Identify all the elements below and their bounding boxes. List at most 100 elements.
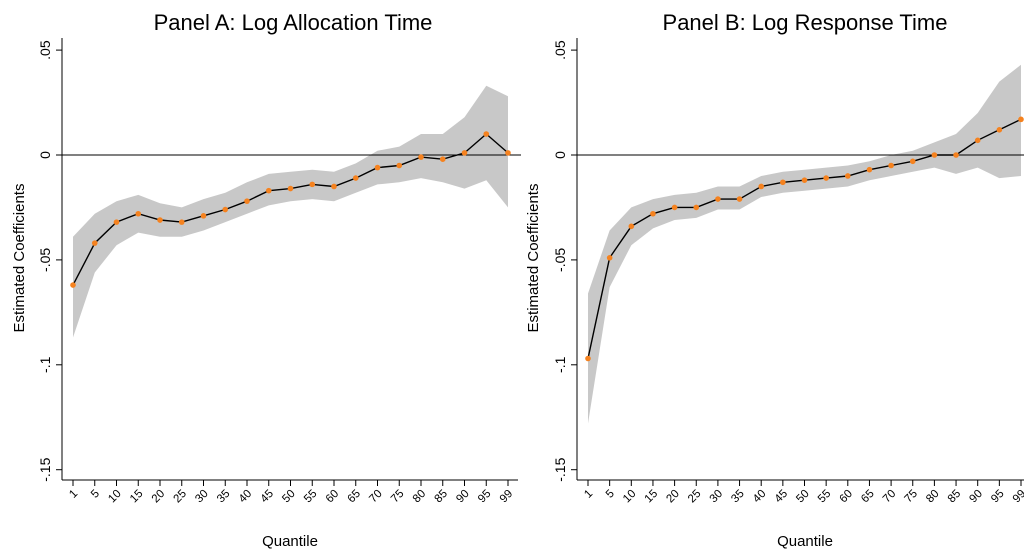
coefficient-point bbox=[505, 150, 511, 156]
coefficient-point bbox=[780, 179, 786, 186]
x-tick-label: 85 bbox=[946, 488, 964, 506]
x-tick-label: 15 bbox=[643, 488, 661, 506]
coefficient-point bbox=[222, 206, 229, 213]
coefficient-point bbox=[650, 210, 656, 217]
x-tick-label: 40 bbox=[751, 488, 769, 506]
x-tick-label: 35 bbox=[729, 488, 747, 506]
x-tick-label: 5 bbox=[604, 488, 617, 501]
y-tick-label: -.05 bbox=[552, 248, 568, 272]
coefficient-point bbox=[974, 137, 981, 144]
coefficient-point bbox=[135, 210, 142, 217]
coefficient-point bbox=[845, 173, 851, 179]
coefficient-point bbox=[418, 154, 424, 160]
coefficient-point bbox=[888, 162, 894, 169]
confidence-band bbox=[588, 64, 1021, 424]
x-tick-label: 20 bbox=[150, 488, 168, 506]
x-tick-label: 50 bbox=[280, 488, 298, 506]
x-tick-label: 5 bbox=[89, 488, 102, 501]
coefficient-point bbox=[953, 152, 959, 158]
coefficient-point bbox=[461, 150, 468, 156]
y-tick-label: -.15 bbox=[37, 457, 53, 481]
x-tick-label: 75 bbox=[902, 488, 920, 506]
y-tick-label: .05 bbox=[552, 40, 568, 60]
coefficient-point bbox=[352, 175, 359, 181]
coefficient-point bbox=[909, 158, 916, 165]
x-tick-label: 25 bbox=[686, 488, 704, 506]
x-tick-label: 80 bbox=[411, 488, 429, 506]
coefficient-point bbox=[157, 217, 163, 223]
panel-b-plot-area: .050-.05-.1-.151 5 10 15 20 25 30 35 40 45 50 55 60 6… bbox=[552, 38, 1024, 505]
panel-b-y-axis-label: Estimated Coefficients bbox=[525, 184, 542, 333]
x-tick-label: 90 bbox=[454, 488, 472, 506]
x-tick-label: 60 bbox=[838, 488, 856, 506]
x-tick-label: 95 bbox=[989, 488, 1007, 506]
coefficient-point bbox=[715, 196, 721, 202]
x-tick-label: 1 bbox=[67, 488, 80, 501]
confidence-band bbox=[73, 85, 508, 338]
panel-a-plot-area: .050-.05-.1-.151 5 10 15 20 25 30 35 40 45 50 55 60 6… bbox=[37, 38, 521, 505]
x-tick-label: 65 bbox=[345, 488, 363, 506]
y-tick-label: -.1 bbox=[37, 356, 53, 373]
coefficient-point bbox=[70, 282, 76, 288]
panel-a-title: Panel A: Log Allocation Time bbox=[154, 10, 433, 35]
coefficient-point bbox=[483, 131, 490, 137]
coefficient-point bbox=[439, 156, 446, 162]
panel-b-title: Panel B: Log Response Time bbox=[663, 10, 948, 35]
x-tick-label: 45 bbox=[258, 488, 276, 506]
coefficient-point bbox=[91, 240, 98, 246]
coefficient-point bbox=[693, 204, 700, 211]
panel-a-y-axis-label: Estimated Coefficients bbox=[11, 184, 28, 333]
x-tick-label: 50 bbox=[794, 488, 812, 506]
coefficient-point bbox=[628, 223, 635, 230]
x-tick-label: 95 bbox=[476, 488, 494, 506]
x-tick-label: 99 bbox=[1011, 488, 1024, 506]
y-tick-label: .05 bbox=[37, 40, 53, 60]
panel-a: Panel A: Log Allocation Time Estimated C… bbox=[11, 10, 521, 550]
coefficient-point bbox=[396, 162, 403, 169]
x-tick-label: 55 bbox=[302, 488, 320, 506]
y-tick-label: 0 bbox=[552, 151, 568, 159]
x-tick-label: 10 bbox=[621, 488, 639, 506]
coefficient-point bbox=[866, 166, 873, 173]
coefficient-point bbox=[1018, 116, 1024, 123]
y-tick-label: -.1 bbox=[552, 356, 568, 373]
coefficient-point bbox=[758, 183, 764, 190]
x-tick-label: 10 bbox=[106, 488, 124, 506]
x-tick-label: 70 bbox=[367, 488, 385, 506]
y-tick-label: -.15 bbox=[552, 457, 568, 481]
x-tick-label: 40 bbox=[237, 488, 255, 506]
coefficient-point bbox=[671, 204, 678, 211]
x-tick-label: 85 bbox=[432, 488, 450, 506]
x-tick-label: 75 bbox=[389, 488, 407, 506]
coefficient-point bbox=[200, 213, 207, 219]
x-tick-label: 30 bbox=[708, 488, 726, 506]
x-tick-label: 90 bbox=[967, 488, 985, 506]
x-tick-label: 1 bbox=[582, 488, 595, 501]
y-tick-label: 0 bbox=[37, 151, 53, 159]
panel-b: Panel B: Log Response Time Estimated Coe… bbox=[525, 10, 1024, 550]
coefficient-point bbox=[606, 255, 613, 261]
x-tick-label: 60 bbox=[324, 488, 342, 506]
x-tick-label: 65 bbox=[859, 488, 877, 506]
panel-a-x-axis-label: Quantile bbox=[262, 533, 318, 550]
x-tick-label: 20 bbox=[664, 488, 682, 506]
coefficient-point bbox=[585, 355, 591, 362]
y-tick-label: -.05 bbox=[37, 248, 53, 272]
panel-b-x-axis-label: Quantile bbox=[777, 533, 833, 550]
coefficient-point bbox=[178, 219, 185, 225]
coefficient-point bbox=[801, 177, 808, 183]
coefficient-point bbox=[996, 127, 1003, 133]
x-tick-label: 30 bbox=[193, 488, 211, 506]
x-tick-label: 15 bbox=[128, 488, 146, 506]
coefficient-point bbox=[287, 185, 294, 192]
coefficient-point bbox=[374, 164, 381, 171]
x-tick-label: 55 bbox=[816, 488, 834, 506]
x-tick-label: 45 bbox=[773, 488, 791, 506]
coefficient-point bbox=[244, 198, 250, 204]
coefficient-point bbox=[265, 187, 272, 194]
coefficient-point bbox=[823, 175, 829, 181]
x-tick-label: 25 bbox=[171, 488, 189, 506]
coefficient-point bbox=[931, 152, 938, 158]
x-tick-label: 35 bbox=[215, 488, 233, 506]
